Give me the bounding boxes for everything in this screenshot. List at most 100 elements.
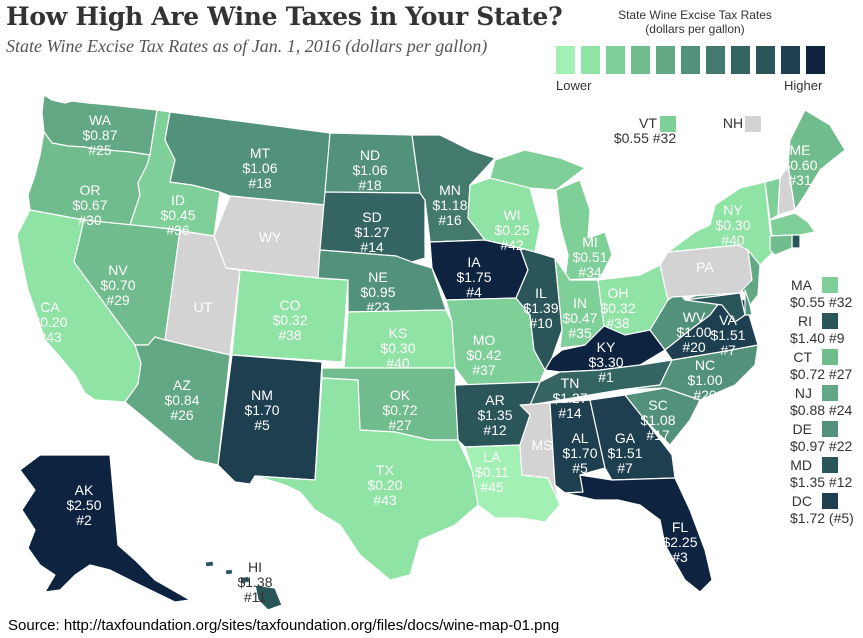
state-mi	[489, 149, 586, 191]
state-rank-in: #35	[568, 325, 592, 341]
state-rank-tn: #14	[558, 405, 582, 421]
state-rank-co: #38	[278, 327, 302, 343]
state-label-mo: MO	[473, 332, 496, 348]
side-label-dc: DC	[792, 493, 812, 509]
state-rate-nc: $1.00	[687, 372, 722, 388]
state-rate-sd: $1.27	[354, 224, 389, 240]
state-ct	[769, 234, 793, 256]
legend-swatch	[806, 46, 825, 74]
state-rank-ia: #4	[466, 284, 482, 300]
side-swatch-ma	[822, 277, 838, 293]
state-label-ga: GA	[615, 430, 636, 446]
state-rank-ky: #1	[598, 369, 614, 385]
side-value-dc: $1.72 (#5)	[790, 510, 854, 526]
legend-swatch	[706, 46, 725, 74]
state-rank-mi: #34	[578, 264, 602, 280]
state-label-ny: NY	[723, 202, 743, 218]
state-label-in: IN	[573, 295, 587, 311]
state-rate-al: $1.70	[562, 445, 597, 461]
state-rate-ia: $1.75	[456, 269, 491, 285]
state-label-ar: AR	[485, 392, 504, 408]
side-swatch-md	[822, 457, 838, 473]
state-rank-tx: #43	[373, 492, 397, 508]
state-rank-nc: #20	[693, 387, 717, 403]
state-rate-mi: $0.51	[572, 249, 607, 265]
state-az	[124, 336, 231, 466]
state-rate-wv: $1.00	[676, 324, 711, 340]
state-label-pa: PA	[696, 259, 714, 275]
state-rank-ok: #27	[388, 417, 412, 433]
side-label-md: MD	[790, 457, 812, 473]
state-label-wi: WI	[503, 207, 520, 223]
state-hi	[224, 568, 234, 576]
state-ak	[19, 454, 191, 603]
state-rate-id: $0.45	[160, 207, 195, 223]
callout-swatch-nh	[745, 116, 761, 132]
legend-color-scale	[556, 46, 825, 74]
state-label-va: VA	[719, 312, 737, 328]
side-label-de: DE	[793, 421, 812, 437]
state-co	[231, 269, 349, 363]
state-rate-tn: $1.27	[552, 390, 587, 406]
state-rank-sc: #17	[646, 427, 670, 443]
state-label-sc: SC	[648, 397, 667, 413]
state-rate-in: $0.47	[562, 310, 597, 326]
state-label-me: ME	[790, 142, 811, 158]
legend-title-line1: State Wine Excise Tax Rates	[618, 8, 772, 22]
state-label-oh: OH	[608, 285, 629, 301]
state-label-ak: AK	[75, 482, 94, 498]
side-value-de: $0.97 #22	[790, 438, 852, 454]
state-rate-oh: $0.32	[600, 300, 635, 316]
us-map: WA$0.87#25OR$0.67#30CA$0.20#43ID$0.45#36…	[16, 94, 854, 611]
state-rank-wv: #20	[682, 339, 706, 355]
state-rank-hi: #11	[244, 589, 267, 605]
state-rate-tx: $0.20	[367, 477, 402, 493]
state-label-ky: KY	[597, 339, 616, 355]
source-note: Source: http://taxfoundation.org/sites/t…	[8, 617, 560, 634]
state-rank-wa: #25	[88, 142, 112, 158]
state-label-az: AZ	[173, 377, 191, 393]
side-value-nj: $0.88 #24	[790, 402, 852, 418]
state-rank-al: #5	[572, 460, 588, 476]
state-label-wy: WY	[259, 229, 282, 245]
state-rate-ne: $0.95	[360, 284, 395, 300]
state-hi	[254, 584, 283, 611]
legend-title: State Wine Excise Tax Rates (dollars per…	[556, 8, 834, 36]
state-rank-ca: #43	[38, 329, 62, 345]
state-label-mt: MT	[250, 145, 271, 161]
state-label-ne: NE	[368, 269, 387, 285]
legend-low-label: Lower	[556, 78, 592, 93]
side-value-md: $1.35 #12	[790, 474, 852, 490]
side-label-ri: RI	[798, 313, 812, 329]
state-rate-hi: $1.38	[237, 574, 272, 590]
state-label-mn: MN	[439, 182, 461, 198]
state-rank-ak: #2	[76, 512, 92, 528]
state-rate-sc: $1.08	[640, 412, 675, 428]
state-label-ks: KS	[389, 325, 408, 341]
state-rank-oh: #38	[606, 315, 630, 331]
state-label-wv: WV	[683, 309, 706, 325]
state-rate-fl: $2.25	[662, 534, 697, 550]
state-rank-ga: #7	[617, 460, 633, 476]
state-label-nv: NV	[108, 262, 128, 278]
state-label-ut: UT	[194, 299, 213, 315]
state-rank-ks: #40	[386, 355, 410, 371]
legend-swatch	[581, 46, 600, 74]
state-mi	[555, 179, 613, 281]
state-rate-az: $0.84	[164, 392, 199, 408]
state-nc	[619, 344, 759, 401]
map-title: How High Are Wine Taxes in Your State?	[6, 2, 563, 31]
state-rate-nv: $0.70	[100, 277, 135, 293]
state-rate-co: $0.32	[272, 312, 307, 328]
state-label-sd: SD	[362, 209, 381, 225]
state-rank-az: #26	[170, 407, 194, 423]
state-rate-ga: $1.51	[607, 445, 642, 461]
side-label-ma: MA	[791, 277, 813, 293]
state-label-or: OR	[80, 182, 101, 198]
state-label-id: ID	[171, 192, 185, 208]
state-rank-ny: #40	[721, 232, 745, 248]
state-rate-mt: $1.06	[242, 160, 277, 176]
state-rank-fl: #3	[672, 549, 688, 565]
state-rate-mo: $0.42	[466, 347, 501, 363]
callout-label-nh: NH	[723, 115, 743, 131]
